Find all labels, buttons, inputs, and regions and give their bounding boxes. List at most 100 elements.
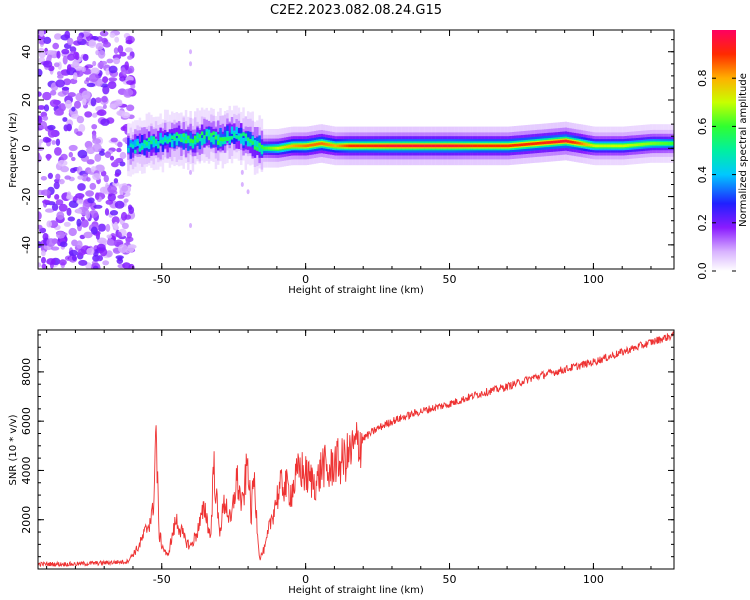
ridge-cell [244,133,248,138]
noise-blob [67,53,75,61]
ridge-cell [161,140,165,144]
ridge-cell [493,144,496,148]
ridge-cell [150,140,153,145]
ridge-cell [306,144,310,147]
noise-blob [104,208,110,216]
noise-blob [92,254,100,262]
ridge-cell [530,142,533,146]
noise-blob [86,247,95,256]
noise-blob [107,185,117,194]
noise-blob [40,176,48,181]
ridge-cell [210,132,213,137]
noise-blob [92,173,101,181]
ridge-cell [642,142,646,146]
noise-blob [53,181,60,190]
ridge-cell [504,144,508,148]
ridge-cell [235,135,238,139]
ridge-cell [166,139,169,144]
ridge-cell [187,135,190,144]
noise-blob [58,178,65,185]
noise-blob [126,104,135,112]
noise-blob [68,151,74,158]
ridge-cell [357,144,360,148]
ridge-cell [560,140,563,143]
spectrogram-ridge-layer [127,105,674,177]
snr-ytick-label: 8000 [20,358,33,386]
ridge-cell [571,140,574,144]
ridge-cell [274,146,278,150]
ridge-cell [606,144,609,148]
noise-blob [102,104,107,109]
ridge-cell [136,141,139,146]
noise-blob [61,86,70,91]
ridge-cell [200,138,204,146]
ridge-cell [281,146,284,149]
noise-blob [60,165,69,173]
ridge-cell [431,144,434,148]
noise-blob [113,159,119,165]
ridge-cell [256,141,259,149]
ridge-cell [270,146,273,150]
noise-blob [76,199,85,205]
ridge-cell [458,144,462,148]
ridge-cell [242,138,245,146]
ridge-cell [569,140,572,144]
ridge-cell [449,144,452,148]
noise-blob [58,203,68,212]
noise-blob [76,115,85,124]
ridge-cell [168,133,172,142]
ridge-cell [592,144,595,147]
noise-blob [38,224,43,230]
ridge-cell [293,144,296,148]
noise-blob [76,208,82,214]
noise-blob [91,36,99,41]
noise-blob [240,182,244,188]
ridge-cell [258,135,261,148]
ridge-cell [656,142,660,145]
noise-blob [76,35,83,42]
ridge-cell [152,136,155,141]
noise-blob [76,240,83,249]
noise-blob [39,30,45,37]
noise-blob [84,111,93,118]
noise-blob [68,227,77,237]
ridge-cell [325,143,328,146]
noise-blob [38,146,45,151]
ridge-cell [329,143,333,147]
ridge-cell [442,144,446,148]
ridge-cell [398,144,402,148]
noise-blob [127,244,135,253]
noise-blob [67,92,76,98]
ridge-cell [557,140,561,143]
noise-blob [112,181,120,187]
spectrogram-xlabel: Height of straight line (km) [288,285,424,296]
ridge-cell [260,146,264,155]
ridge-cell [219,128,222,141]
ridge-cell [624,144,627,147]
noise-blob [51,203,59,211]
ridge-cell [147,141,151,149]
ridge-cell [622,144,625,148]
ridge-cell [495,144,499,148]
noise-blob [39,138,44,144]
noise-blob [92,60,97,67]
ridge-cell [509,144,512,147]
ridge-cell [240,136,243,144]
ridge-cell [426,144,429,148]
ridge-cell [164,137,167,142]
noise-blob [50,90,57,96]
ridge-cell [221,137,225,142]
ridge-cell [541,141,545,145]
ridge-cell [246,139,250,147]
noise-blob [103,41,111,48]
noise-blob [45,50,56,55]
ridge-cell [194,137,197,145]
noise-blob [55,79,65,88]
ridge-cell [599,144,602,148]
ridge-cell [636,143,639,147]
ridge-cell [412,144,416,148]
ridge-cell [320,142,324,145]
noise-blob [74,100,81,109]
noise-blob [109,155,115,161]
ridge-cell [359,144,363,148]
